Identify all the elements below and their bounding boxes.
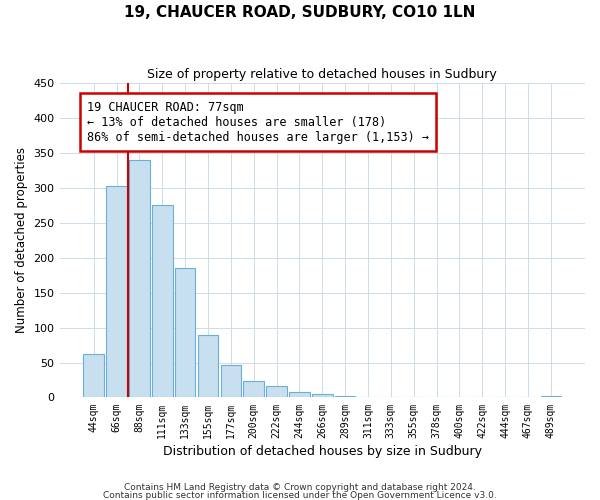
Bar xyxy=(358,396,378,398)
Bar xyxy=(129,160,150,398)
Bar xyxy=(244,380,264,398)
Text: 19 CHAUCER ROAD: 77sqm
← 13% of detached houses are smaller (178)
86% of semi-de: 19 CHAUCER ROAD: 77sqm ← 13% of detached… xyxy=(87,100,429,144)
Bar xyxy=(221,366,241,398)
Bar xyxy=(312,394,332,398)
Text: Contains public sector information licensed under the Open Government Licence v3: Contains public sector information licen… xyxy=(103,490,497,500)
Bar xyxy=(198,334,218,398)
Bar xyxy=(289,392,310,398)
Bar xyxy=(83,354,104,398)
Bar xyxy=(106,186,127,398)
Bar xyxy=(266,386,287,398)
Bar xyxy=(175,268,196,398)
Bar xyxy=(152,206,173,398)
Bar xyxy=(541,396,561,398)
Y-axis label: Number of detached properties: Number of detached properties xyxy=(15,147,28,333)
Title: Size of property relative to detached houses in Sudbury: Size of property relative to detached ho… xyxy=(148,68,497,80)
Bar xyxy=(335,396,355,398)
Text: Contains HM Land Registry data © Crown copyright and database right 2024.: Contains HM Land Registry data © Crown c… xyxy=(124,484,476,492)
X-axis label: Distribution of detached houses by size in Sudbury: Distribution of detached houses by size … xyxy=(163,444,482,458)
Text: 19, CHAUCER ROAD, SUDBURY, CO10 1LN: 19, CHAUCER ROAD, SUDBURY, CO10 1LN xyxy=(124,5,476,20)
